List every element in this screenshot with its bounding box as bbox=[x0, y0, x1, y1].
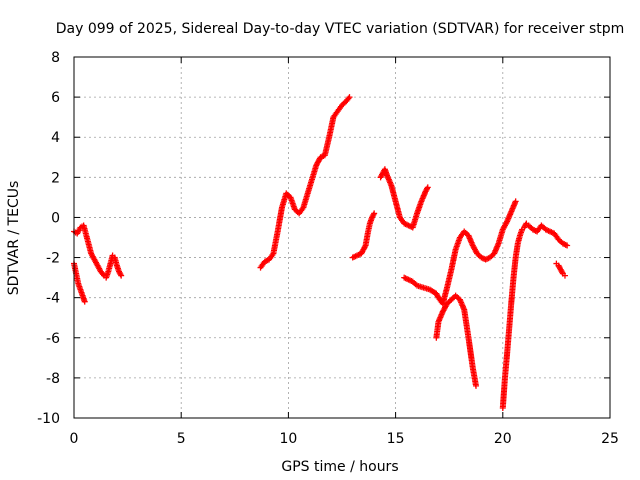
data-points bbox=[71, 94, 571, 411]
y-tick-label: -6 bbox=[46, 331, 60, 347]
data-point bbox=[512, 198, 519, 205]
x-tick-label: 15 bbox=[387, 431, 405, 447]
data-point bbox=[522, 221, 529, 228]
data-point bbox=[424, 184, 431, 191]
y-tick-label: 6 bbox=[51, 90, 60, 106]
data-point bbox=[424, 185, 431, 192]
data-point bbox=[559, 269, 566, 276]
data-series bbox=[553, 260, 568, 279]
data-point bbox=[503, 219, 510, 226]
data-point bbox=[371, 210, 378, 217]
y-tick-label: 4 bbox=[51, 130, 60, 146]
y-axis-label: SDTVAR / TECUs bbox=[6, 181, 22, 296]
data-series bbox=[401, 198, 519, 307]
y-tick-label: -10 bbox=[37, 411, 60, 427]
y-tick-label: -8 bbox=[46, 371, 60, 387]
data-series bbox=[433, 292, 479, 389]
y-tick-label: 8 bbox=[51, 50, 60, 66]
y-tick-label: 2 bbox=[51, 170, 60, 186]
data-series bbox=[71, 222, 125, 281]
data-series bbox=[499, 220, 571, 411]
data-point bbox=[361, 243, 368, 250]
data-point bbox=[81, 298, 88, 305]
data-point bbox=[118, 272, 125, 279]
x-tick-label: 5 bbox=[177, 431, 186, 447]
x-tick-label: 20 bbox=[494, 431, 512, 447]
axis-ticks: 0 5 10 15 20 25 -10 -8 -6 -4 -2 0 2 4 6 8 bbox=[37, 50, 619, 447]
y-tick-label: -4 bbox=[46, 291, 60, 307]
y-tick-label: -2 bbox=[46, 251, 60, 267]
x-tick-label: 25 bbox=[601, 431, 619, 447]
x-tick-label: 0 bbox=[70, 431, 79, 447]
data-point bbox=[370, 211, 377, 218]
data-point bbox=[346, 94, 353, 101]
grid bbox=[74, 57, 610, 418]
data-series bbox=[257, 94, 353, 271]
x-axis-label: GPS time / hours bbox=[281, 459, 398, 475]
data-point bbox=[117, 271, 124, 278]
data-series bbox=[71, 260, 88, 305]
data-point bbox=[473, 382, 479, 389]
data-point bbox=[561, 272, 568, 279]
data-point bbox=[345, 95, 352, 102]
y-tick-label: 0 bbox=[51, 210, 60, 226]
data-point bbox=[564, 242, 571, 249]
data-series bbox=[377, 166, 431, 231]
x-tick-label: 10 bbox=[279, 431, 297, 447]
chart-title: Day 099 of 2025, Sidereal Day-to-day VTE… bbox=[56, 21, 625, 37]
plot-frame bbox=[73, 56, 611, 419]
data-series bbox=[349, 210, 378, 261]
